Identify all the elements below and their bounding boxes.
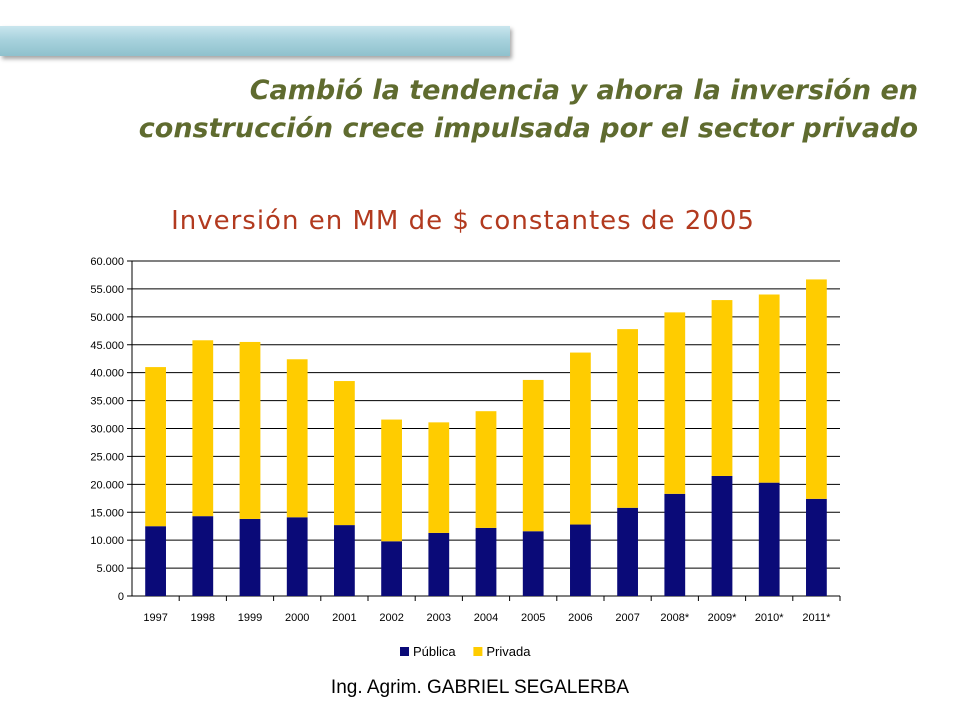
- bar-privada: [522, 379, 544, 532]
- x-tick-label: 1998: [191, 612, 215, 624]
- bar-privada: [664, 312, 686, 494]
- legend-swatch: [400, 647, 409, 656]
- legend-label: Pública: [413, 644, 456, 659]
- bar-publica: [711, 475, 733, 596]
- y-tick-label: 20.000: [90, 479, 124, 491]
- bar-privada: [239, 341, 261, 519]
- bar-privada: [428, 422, 450, 533]
- bar-publica: [286, 517, 308, 596]
- x-tick-label: 2010*: [755, 612, 784, 624]
- chart-title: Inversión en MM de $ constantes de 2005: [171, 206, 755, 236]
- bar-privada: [286, 359, 308, 518]
- legend-label: Privada: [486, 644, 531, 659]
- slide-title-line-2: construcción crece impulsada por el sect…: [138, 113, 918, 144]
- header-decoration-bar: [0, 26, 510, 56]
- y-tick-label: 50.000: [90, 312, 124, 324]
- y-tick-label: 30.000: [90, 424, 124, 436]
- x-tick-label: 1999: [238, 612, 262, 624]
- bar-publica: [145, 526, 166, 596]
- x-tick-label: 2001: [332, 612, 356, 624]
- y-tick-label: 0: [118, 591, 124, 603]
- x-tick-label: 2005: [521, 612, 545, 624]
- bar-privada: [192, 340, 214, 517]
- bar-privada: [758, 294, 780, 483]
- bar-publica: [192, 516, 214, 596]
- y-tick-label: 10.000: [90, 535, 124, 547]
- bar-publica: [806, 498, 827, 596]
- bar-publica: [381, 541, 402, 596]
- x-tick-label: 2011*: [802, 612, 831, 624]
- bar-publica: [334, 525, 355, 596]
- bar-privada: [711, 300, 733, 476]
- slide-title: Cambió la tendencia y ahora la inversión…: [58, 72, 918, 148]
- y-tick-label: 45.000: [90, 340, 124, 352]
- bar-privada: [475, 411, 497, 528]
- y-tick-label: 60.000: [90, 256, 124, 268]
- bar-privada: [570, 352, 591, 525]
- bar-publica: [522, 531, 544, 596]
- bar-privada: [617, 329, 638, 508]
- x-tick-label: 2003: [427, 612, 451, 624]
- y-tick-label: 15.000: [90, 507, 124, 519]
- bar-publica: [570, 524, 591, 596]
- bar-privada: [334, 381, 355, 526]
- bar-privada: [145, 367, 166, 527]
- bar-privada: [381, 419, 402, 542]
- x-tick-label: 1997: [143, 612, 167, 624]
- x-tick-label: 2004: [474, 612, 498, 624]
- bar-publica: [664, 493, 686, 596]
- bar-publica: [758, 482, 780, 596]
- x-tick-label: 2009*: [708, 612, 737, 624]
- y-tick-label: 55.000: [90, 284, 124, 296]
- legend-swatch: [473, 647, 483, 656]
- x-tick-label: 2007: [615, 612, 639, 624]
- y-tick-label: 5.000: [96, 563, 124, 575]
- bar-publica: [428, 532, 450, 596]
- bar-publica: [475, 527, 497, 596]
- bar-privada: [806, 279, 827, 499]
- bar-publica: [617, 507, 638, 596]
- x-tick-label: 2006: [568, 612, 592, 624]
- y-tick-label: 35.000: [90, 396, 124, 408]
- slide-title-line-1: Cambió la tendencia y ahora la inversión…: [249, 75, 918, 106]
- x-tick-label: 2002: [379, 612, 403, 624]
- x-tick-label: 2008*: [660, 612, 689, 624]
- footer-author: Ing. Agrim. GABRIEL SEGALERBA: [330, 677, 630, 698]
- y-tick-label: 40.000: [90, 368, 124, 380]
- bar-publica: [239, 518, 261, 596]
- y-tick-label: 25.000: [90, 451, 124, 463]
- x-tick-label: 2000: [285, 612, 309, 624]
